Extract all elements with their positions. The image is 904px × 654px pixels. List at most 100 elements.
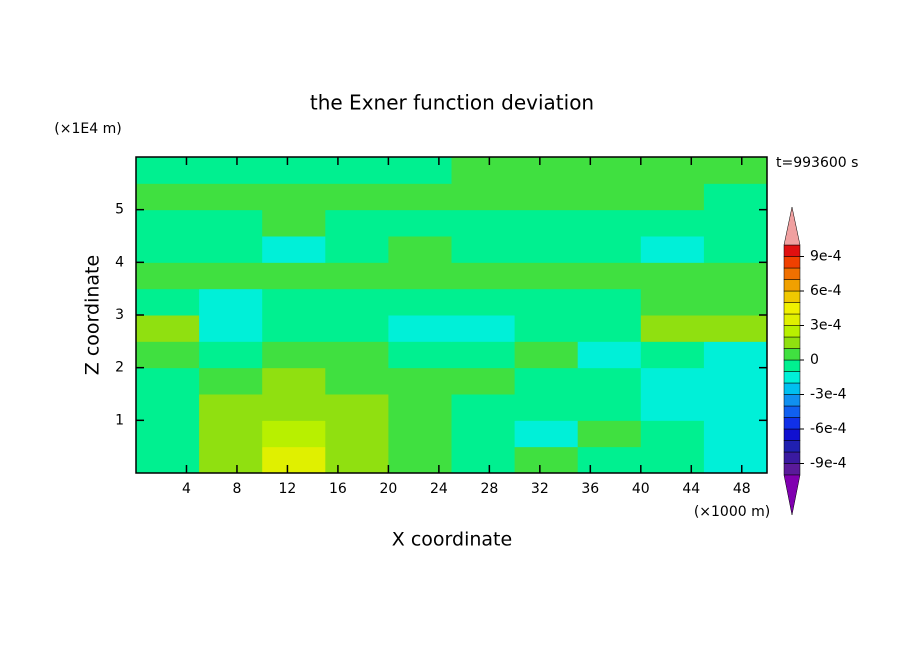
- colorbar-segment: [783, 417, 801, 430]
- contour-cell: [388, 157, 452, 184]
- contour-cell: [388, 236, 452, 263]
- y-tick-label: 2: [115, 360, 124, 376]
- contour-cell: [262, 209, 326, 237]
- contour-cell: [640, 446, 705, 474]
- contour-cell: [136, 236, 200, 263]
- contour-cell: [577, 315, 642, 342]
- contour-cell: [451, 446, 516, 474]
- colorbar-segment: [783, 428, 801, 441]
- contour-cell: [703, 157, 768, 184]
- chart-title: the Exner function deviation: [310, 91, 594, 115]
- contour-cell: [136, 209, 200, 237]
- x-tick-label: 8: [232, 481, 241, 497]
- contour-cell: [136, 446, 200, 474]
- colorbar-tick-label: 0: [810, 352, 819, 368]
- contour-cell: [640, 420, 705, 448]
- contour-cell: [577, 262, 642, 290]
- colorbar-segment: [783, 371, 801, 384]
- colorbar-tick-label: -6e-4: [810, 421, 847, 437]
- contour-cell: [388, 262, 452, 290]
- contour-cell: [199, 209, 263, 237]
- colorbar-segment: [783, 336, 801, 349]
- contour-cell: [514, 315, 579, 342]
- contour-cell: [136, 367, 200, 395]
- x-tick-label: 28: [480, 481, 498, 497]
- contour-cell: [514, 236, 579, 263]
- colorbar-segment: [783, 325, 801, 338]
- contour-cell: [388, 341, 452, 369]
- contour-cell: [577, 183, 642, 211]
- contour-cell: [640, 157, 705, 184]
- y-unit: (×1E4 m): [54, 121, 121, 137]
- x-tick-label: 40: [632, 481, 650, 497]
- contour-cell: [262, 367, 326, 395]
- contour-cell: [451, 341, 516, 369]
- contour-cell: [388, 394, 452, 421]
- colorbar-extend-high: [783, 206, 801, 246]
- contour-cell: [703, 315, 768, 342]
- colorbar-segment: [783, 463, 801, 476]
- contour-cell: [451, 288, 516, 316]
- contour-cell: [388, 288, 452, 316]
- contour-cell: [262, 262, 326, 290]
- colorbar-tick-label: 3e-4: [810, 318, 842, 334]
- x-unit: (×1000 m): [694, 504, 770, 520]
- colorbar-tick-label: 6e-4: [810, 283, 842, 299]
- y-tick-label: 4: [115, 254, 124, 270]
- colorbar-tick-label: 9e-4: [810, 249, 842, 265]
- contour-cell: [388, 315, 452, 342]
- contour-cell: [577, 288, 642, 316]
- contour-cell: [514, 262, 579, 290]
- contour-cell: [577, 420, 642, 448]
- contour-cell: [199, 367, 263, 395]
- contour-cell: [325, 367, 389, 395]
- x-tick-label: 12: [279, 481, 297, 497]
- contour-cell: [388, 420, 452, 448]
- x-tick-label: 20: [379, 481, 397, 497]
- contour-cell: [262, 183, 326, 211]
- contour-cell: [199, 183, 263, 211]
- contour-cell: [451, 394, 516, 421]
- contour-cell: [451, 236, 516, 263]
- contour-cell: [199, 446, 263, 474]
- colorbar-segment: [783, 290, 801, 303]
- contour-cell: [451, 367, 516, 395]
- contour-cell: [703, 183, 768, 211]
- contour-cell: [577, 341, 642, 369]
- contour-cell: [325, 236, 389, 263]
- contour-cell: [325, 262, 389, 290]
- contour-cell: [388, 446, 452, 474]
- contour-cell: [388, 209, 452, 237]
- x-tick-label: 24: [430, 481, 448, 497]
- colorbar-segment: [783, 359, 801, 372]
- contour-cell: [136, 183, 200, 211]
- contour-cell: [199, 236, 263, 263]
- contour-cell: [514, 446, 579, 474]
- colorbar-segment: [783, 348, 801, 361]
- contour-cell: [514, 183, 579, 211]
- contour-cell: [325, 446, 389, 474]
- contour-cell: [640, 367, 705, 395]
- contour-cell: [325, 341, 389, 369]
- contour-cell: [262, 420, 326, 448]
- contour-cell: [577, 157, 642, 184]
- contour-cell: [640, 236, 705, 263]
- contour-cell: [577, 446, 642, 474]
- contour-cell: [514, 394, 579, 421]
- contour-cell: [325, 315, 389, 342]
- contour-cell: [703, 446, 768, 474]
- contour-cell: [388, 367, 452, 395]
- contour-cell: [262, 341, 326, 369]
- contour-cell: [325, 157, 389, 184]
- contour-cell: [640, 288, 705, 316]
- contour-cell: [451, 315, 516, 342]
- contour-cell: [325, 209, 389, 237]
- x-tick-label: 48: [733, 481, 751, 497]
- colorbar-segment: [783, 451, 801, 464]
- contour-cell: [640, 183, 705, 211]
- contour-cell: [325, 420, 389, 448]
- x-tick-label: 16: [329, 481, 347, 497]
- contour-cell: [640, 341, 705, 369]
